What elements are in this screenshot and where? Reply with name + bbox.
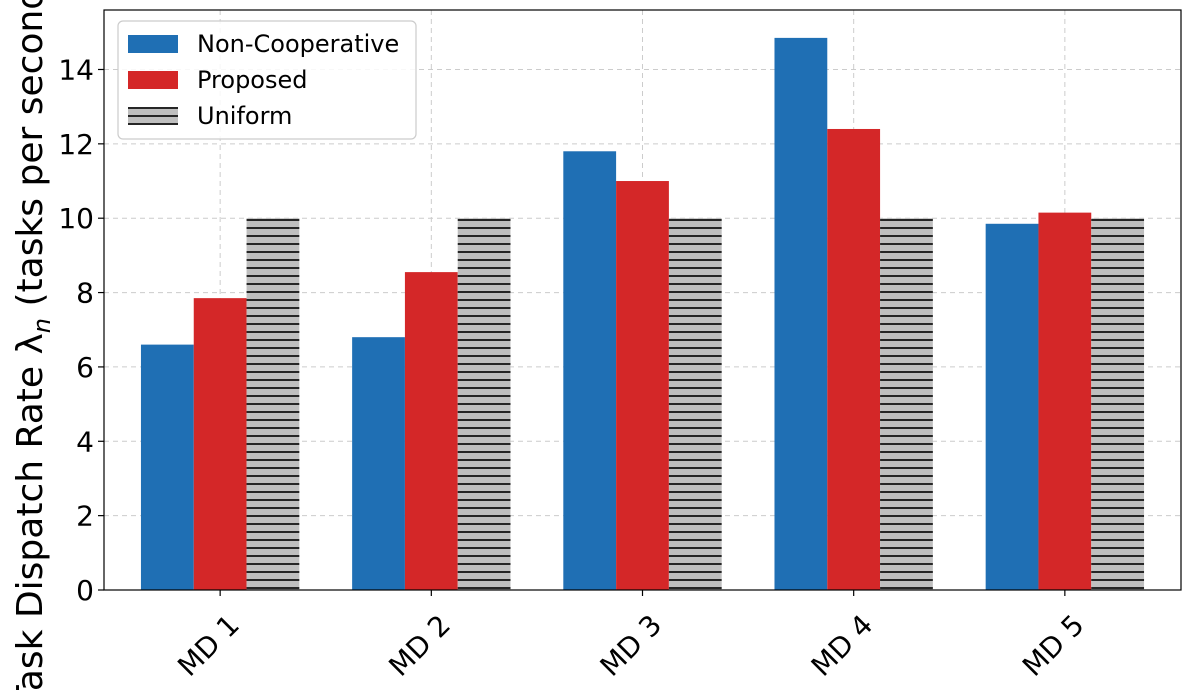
bar-uniform-5	[1091, 218, 1145, 590]
bar-proposed-4	[827, 128, 881, 590]
bar-uniform-2	[457, 218, 511, 590]
x-tick-label: MD 3	[594, 608, 669, 683]
y-tick-label: 4	[76, 425, 94, 458]
x-tick-label: MD 2	[382, 608, 457, 683]
legend-swatch	[128, 107, 178, 125]
x-tick-label: MD 1	[171, 608, 246, 683]
y-tick-label: 2	[76, 500, 94, 533]
y-tick-label: 8	[76, 277, 94, 310]
y-axis-label-suffix: (tasks per second)	[10, 0, 51, 318]
bar-proposed-2	[404, 272, 458, 590]
legend-box	[117, 20, 417, 140]
legend-label: Proposed	[197, 66, 308, 94]
y-axis-label-subscript: n	[28, 318, 56, 333]
bar-uniform-4	[880, 218, 933, 590]
legend-label: Uniform	[197, 102, 292, 130]
y-tick-label: 14	[58, 53, 94, 86]
bar-proposed-5	[1038, 212, 1092, 590]
bar-non-cooperative-3	[563, 151, 617, 591]
legend-swatch	[128, 71, 178, 89]
y-tick-label: 6	[76, 351, 94, 384]
y-axis-label: Task Dispatch Rate λn (tasks per second)	[10, 0, 56, 690]
x-tick-label: MD 5	[1016, 608, 1091, 683]
y-axis-label-main: Task Dispatch Rate λ	[10, 333, 51, 690]
y-tick-label: 12	[58, 128, 94, 161]
bar-uniform-3	[668, 218, 722, 590]
x-tick-label: MD 4	[805, 608, 880, 683]
legend-swatch	[128, 35, 178, 53]
bar-non-cooperative-5	[985, 223, 1039, 591]
legend-label: Non-Cooperative	[197, 30, 399, 58]
bar-proposed-3	[616, 181, 669, 590]
bar-non-cooperative-4	[774, 37, 828, 590]
y-tick-label: 10	[58, 202, 94, 235]
bar-uniform-1	[246, 218, 300, 590]
bar-non-cooperative-1	[140, 344, 194, 590]
bar-proposed-1	[193, 298, 247, 590]
legend: Non-Cooperative Proposed Uniform	[117, 20, 417, 140]
y-tick-label: 0	[76, 574, 94, 607]
bars	[140, 37, 1145, 591]
bar-non-cooperative-2	[352, 337, 405, 590]
